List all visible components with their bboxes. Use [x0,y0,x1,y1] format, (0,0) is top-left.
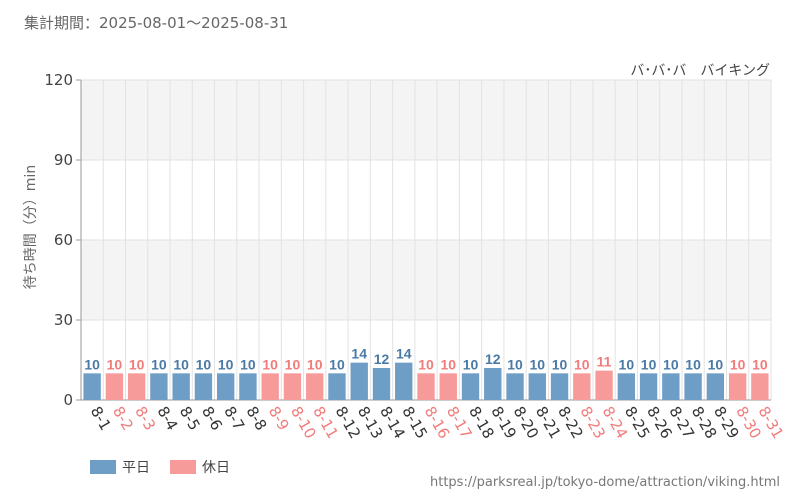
bar-value-label: 10 [685,356,701,372]
bar-8-13 [350,362,368,400]
bar-value-label: 10 [129,356,145,372]
bar-8-31 [751,373,769,400]
y-tick-label: 120 [44,71,73,89]
bar-value-label: 10 [663,356,679,372]
legend-item-weekday[interactable]: 平日 [90,457,150,477]
bar-8-2 [105,373,124,400]
bar-8-5 [172,373,190,400]
bar-8-10 [283,373,302,400]
bar-value-label: 10 [752,356,768,372]
bar-8-29 [706,373,725,400]
x-tick-label: 8-3 [131,403,159,433]
bar-value-label: 10 [151,356,167,372]
bar-8-9 [261,373,279,400]
x-tick-label: 8-2 [109,403,137,433]
legend-swatch-weekday [90,460,116,474]
bar-value-label: 10 [307,356,323,372]
bar-8-7 [216,373,235,400]
bar-value-label: 14 [351,346,367,362]
x-tick-label: 8-5 [176,403,204,433]
bar-value-label: 10 [641,356,657,372]
bar-8-22 [550,373,569,400]
legend-item-holiday[interactable]: 休日 [170,457,230,477]
bar-value-label: 10 [730,356,746,372]
bar-8-24 [595,370,613,400]
y-tick-label: 90 [54,151,73,169]
bar-8-23 [573,373,591,400]
bar-value-label: 10 [619,356,635,372]
plot-band [81,80,771,160]
bar-8-18 [461,373,480,400]
chart-title: バ･バ･バ バイキング [630,63,770,79]
bar-value-label: 10 [173,356,189,372]
bar-value-label: 10 [507,356,523,372]
bar-8-17 [439,373,457,400]
bar-8-8 [239,373,257,400]
y-tick-label: 0 [63,391,73,409]
bar-value-label: 10 [218,356,234,372]
plot-band [81,240,771,320]
bar-value-label: 10 [240,356,256,372]
bar-value-label: 10 [708,356,724,372]
bar-8-11 [306,373,324,400]
x-tick-label: 8-9 [265,403,293,433]
bar-8-26 [639,373,658,400]
bar-8-4 [150,373,168,400]
bar-8-28 [684,373,702,400]
bar-value-label: 10 [530,356,546,372]
bar-value-label: 10 [463,356,479,372]
bar-8-30 [728,373,747,400]
legend: 平日 休日 [90,457,230,477]
bar-value-label: 10 [285,356,301,372]
bar-8-19 [484,368,502,400]
bar-8-14 [372,368,391,400]
bar-8-12 [328,373,346,400]
bar-value-label: 14 [396,346,412,362]
source-url[interactable]: https://parksreal.jp/tokyo-dome/attracti… [430,475,780,490]
y-tick-label: 30 [54,311,73,329]
bar-8-3 [127,373,146,400]
bar-8-27 [662,373,680,400]
bar-8-15 [395,362,413,400]
bar-8-6 [194,373,213,400]
bar-8-20 [506,373,524,400]
legend-label-weekday: 平日 [122,460,150,476]
x-tick-label: 8-4 [154,403,182,433]
y-tick-label: 60 [54,231,73,249]
bar-value-label: 11 [597,354,612,370]
bar-value-label: 10 [440,356,456,372]
bar-value-label: 10 [574,356,590,372]
legend-swatch-holiday [170,460,196,474]
bar-value-label: 10 [196,356,212,372]
bar-8-21 [528,373,546,400]
bar-8-1 [83,373,101,400]
bar-value-label: 12 [374,351,390,367]
bar-value-label: 10 [552,356,568,372]
x-tick-label: 8-1 [87,403,115,433]
bar-8-25 [617,373,636,400]
x-tick-label: 8-8 [243,403,271,433]
legend-label-holiday: 休日 [202,460,230,476]
period-label: 集計期間：2025-08-01～2025-08-31 [24,14,289,32]
bar-value-label: 10 [107,356,123,372]
bar-8-16 [417,373,435,400]
bar-value-label: 10 [418,356,434,372]
bar-value-label: 10 [329,356,345,372]
bar-value-label: 10 [84,356,100,372]
x-tick-label: 8-6 [198,403,226,433]
x-tick-label: 8-7 [220,403,248,433]
bar-value-label: 10 [262,356,278,372]
bar-value-label: 12 [485,351,501,367]
